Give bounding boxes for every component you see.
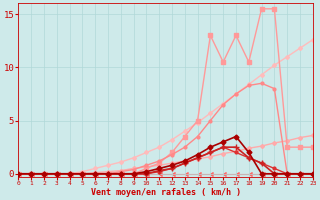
X-axis label: Vent moyen/en rafales ( km/h ): Vent moyen/en rafales ( km/h ) [91,188,241,197]
